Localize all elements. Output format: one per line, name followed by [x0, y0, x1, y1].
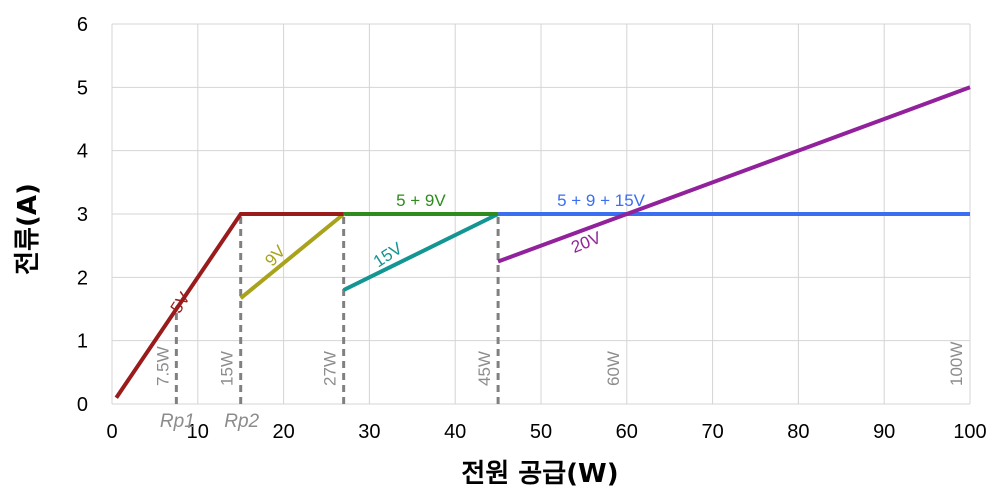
y-tick-label: 1: [77, 331, 88, 353]
series-label: 9V: [261, 241, 290, 270]
power-marker-label: 100W: [947, 342, 966, 386]
power-marker-label: 7.5W: [153, 346, 172, 386]
x-tick-label: 100: [953, 421, 986, 443]
y-tick-label: 3: [77, 204, 88, 226]
y-tick-label: 4: [77, 141, 88, 163]
series-line-20v: [497, 85, 971, 264]
y-tick-label: 6: [77, 14, 88, 36]
x-tick-label: 60: [616, 421, 638, 443]
series-label: 5 + 9 + 15V: [557, 191, 646, 210]
x-tick-label: 20: [272, 421, 294, 443]
y-tick-label: 0: [77, 394, 88, 416]
x-tick-label: 80: [787, 421, 809, 443]
x-tick-label: 90: [873, 421, 895, 443]
series-line-5v: [114, 212, 344, 399]
x-tick-label: 50: [530, 421, 552, 443]
series-lines: [114, 85, 971, 399]
power-marker-label: 45W: [475, 351, 494, 386]
x-tick-label: 70: [701, 421, 723, 443]
y-axis-title: 전류(A): [13, 183, 43, 275]
power-marker-label: 27W: [321, 351, 340, 386]
power-marker-label: 60W: [604, 351, 623, 386]
tick-labels: 0 10 20 30 40 50 60 70 80 90 100 0 1 2 3 4 5 6: [77, 14, 987, 443]
y-tick-label: 2: [77, 267, 88, 289]
series-line-9v: [239, 212, 345, 300]
x-tick-label: 30: [358, 421, 380, 443]
y-tick-label: 5: [77, 77, 88, 99]
x-axis-title: 전원 공급(W): [461, 459, 618, 489]
series-line-15v: [342, 212, 499, 292]
dashed-markers: [174, 214, 500, 404]
power-marker-labels: 7.5W 15W 27W 45W 60W 100W: [153, 342, 966, 386]
x-tick-label: 0: [106, 421, 117, 443]
power-marker-label: 15W: [218, 351, 237, 386]
series-label: 5V: [167, 288, 195, 316]
x-tick-label: 40: [444, 421, 466, 443]
annotations: Rp1 Rp2: [160, 411, 260, 432]
rp-annotation: Rp2: [224, 411, 259, 432]
x-tick-label: 10: [187, 421, 209, 443]
rp-annotation: Rp1: [160, 411, 195, 432]
series-label: 5 + 9V: [396, 191, 446, 210]
